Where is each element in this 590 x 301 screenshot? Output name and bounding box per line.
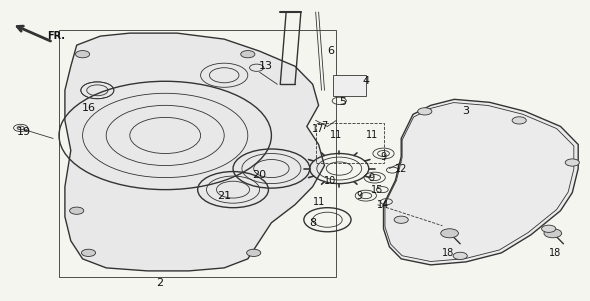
Circle shape (542, 225, 556, 232)
Bar (316, 123, 384, 163)
Text: FR.: FR. (47, 31, 65, 41)
Text: 7: 7 (322, 121, 327, 132)
Circle shape (70, 207, 84, 214)
Text: 13: 13 (258, 61, 273, 71)
Circle shape (81, 249, 96, 256)
Text: 10: 10 (324, 175, 336, 186)
Text: 19: 19 (17, 127, 31, 138)
Circle shape (544, 229, 562, 238)
Circle shape (76, 51, 90, 58)
Text: 15: 15 (372, 185, 384, 195)
Text: 14: 14 (378, 200, 389, 210)
Text: 4: 4 (362, 76, 369, 86)
Circle shape (512, 117, 526, 124)
Text: 16: 16 (81, 103, 96, 113)
Text: 9: 9 (381, 151, 386, 162)
Circle shape (394, 216, 408, 223)
Text: 2: 2 (156, 278, 163, 288)
Circle shape (241, 51, 255, 58)
Circle shape (441, 229, 458, 238)
Text: 18: 18 (442, 248, 454, 258)
Text: 8: 8 (309, 218, 316, 228)
Circle shape (247, 249, 261, 256)
Text: 18: 18 (549, 248, 560, 258)
Text: 6: 6 (327, 46, 334, 56)
Text: 20: 20 (253, 169, 267, 180)
Polygon shape (65, 33, 324, 271)
Text: 12: 12 (395, 163, 407, 174)
Circle shape (565, 159, 579, 166)
Polygon shape (384, 99, 578, 265)
Bar (333, 75, 366, 96)
Text: 5: 5 (339, 97, 346, 107)
Text: 11: 11 (366, 130, 378, 141)
Text: 11: 11 (330, 130, 342, 141)
Circle shape (418, 108, 432, 115)
Circle shape (453, 252, 467, 259)
Text: 9: 9 (357, 191, 363, 201)
Text: 11: 11 (313, 197, 324, 207)
Text: 3: 3 (463, 106, 470, 116)
Text: 9: 9 (369, 172, 375, 183)
Bar (59, 30, 336, 277)
Text: 17: 17 (313, 124, 324, 135)
Text: 21: 21 (217, 191, 231, 201)
